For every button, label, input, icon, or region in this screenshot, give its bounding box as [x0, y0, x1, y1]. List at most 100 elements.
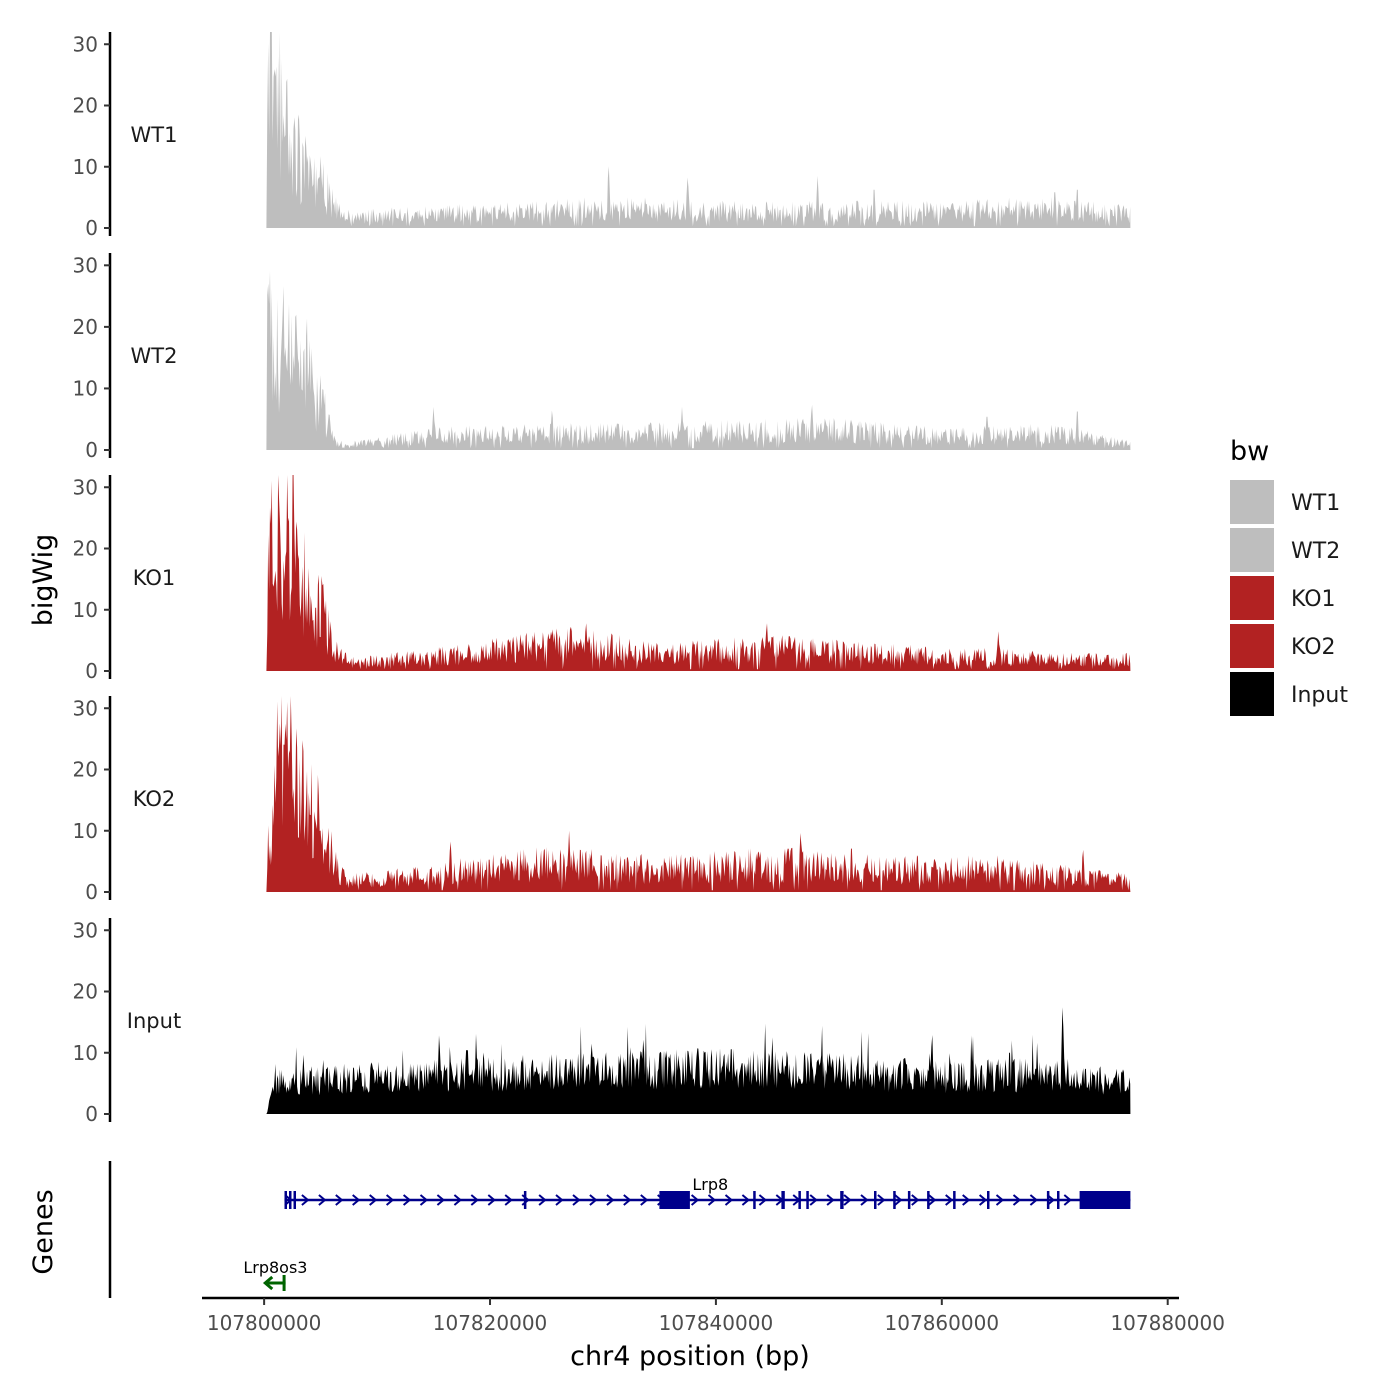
- exon: [781, 1191, 785, 1209]
- legend-label: WT1: [1291, 491, 1340, 516]
- strand-arrow: [606, 1194, 615, 1206]
- exon: [987, 1191, 990, 1209]
- strand-arrow: [877, 1194, 886, 1206]
- x-tick-label: 107880000: [1110, 1311, 1225, 1335]
- x-tick-label: 107860000: [885, 1311, 1000, 1335]
- track-label: WT2: [131, 344, 178, 368]
- strand-arrow: [318, 1194, 327, 1206]
- strand-arrow: [589, 1194, 598, 1206]
- track-label: WT1: [131, 123, 178, 147]
- strand-arrow: [741, 1194, 750, 1206]
- exon: [874, 1191, 877, 1209]
- y-tick-label: 30: [73, 475, 98, 499]
- exon: [1046, 1191, 1050, 1209]
- x-axis: 107800000 107820000 107840000 107860000 1078…: [202, 1296, 1225, 1335]
- legend-item-ko1: KO1: [1230, 576, 1336, 620]
- x-axis-title: chr4 position (bp): [570, 1341, 810, 1372]
- y-tick-label: 20: [73, 758, 98, 782]
- gene-lrp8-label: Lrp8: [692, 1175, 728, 1194]
- y-tick-label: 30: [73, 253, 98, 277]
- track-label: KO1: [133, 566, 176, 590]
- exon: [282, 1275, 286, 1291]
- strand-arrow: [724, 1194, 734, 1206]
- strand-arrow: [911, 1194, 920, 1206]
- y-tick-label: 30: [73, 918, 98, 942]
- exon: [289, 1191, 292, 1209]
- y-tick-label: 30: [73, 32, 98, 56]
- y-tick-label: 20: [73, 315, 98, 339]
- strand-arrow: [928, 1194, 937, 1206]
- strand-arrow: [707, 1194, 717, 1206]
- strand-arrow: [402, 1194, 412, 1206]
- exon: [927, 1191, 930, 1209]
- y-tick-label: 20: [73, 980, 98, 1004]
- strand-arrow: [335, 1194, 344, 1206]
- y-tick-label: 30: [73, 696, 98, 720]
- exon: [284, 1191, 287, 1209]
- legend: bw WT1 WT2 KO1 KO2 Input: [1230, 436, 1348, 716]
- y-tick-label: 20: [73, 94, 98, 118]
- y-tick-label: 0: [85, 659, 98, 683]
- strand-arrow: [352, 1194, 361, 1206]
- y-tick-label: 10: [73, 819, 98, 843]
- y-tick-label: 10: [73, 376, 98, 400]
- x-tick-label: 107820000: [433, 1311, 548, 1335]
- exon: [806, 1191, 809, 1209]
- y-tick-label: 10: [73, 1041, 98, 1065]
- legend-swatch: [1230, 576, 1274, 620]
- exon: [1079, 1191, 1131, 1209]
- track-ko2: 0 10 20 30 KO2: [73, 696, 1131, 904]
- track-wt1: 0 10 20 30 WT1: [73, 32, 1131, 240]
- strand-arrow: [436, 1194, 445, 1206]
- strand-arrow: [301, 1194, 310, 1206]
- signal-area: [266, 475, 1131, 671]
- strand-arrow: [504, 1194, 513, 1206]
- track-input: 0 10 20 30 Input: [73, 918, 1131, 1126]
- strand-arrow: [623, 1194, 632, 1206]
- strand-arrow: [690, 1194, 700, 1206]
- exon: [753, 1191, 756, 1209]
- gene-lrp8: Lrp8: [284, 1175, 1131, 1209]
- gene-lrp8os3: Lrp8os3: [243, 1258, 307, 1291]
- strand-arrow: [1012, 1194, 1022, 1206]
- exon: [798, 1191, 801, 1209]
- x-tick-label: 107800000: [207, 1311, 322, 1335]
- strand-arrow: [1029, 1194, 1038, 1206]
- legend-swatch: [1230, 672, 1274, 716]
- strand-arrow: [843, 1194, 852, 1206]
- strand-arrow: [809, 1194, 818, 1206]
- y-tick-label: 10: [73, 598, 98, 622]
- track-label: Input: [127, 1009, 181, 1033]
- strand-arrow: [945, 1194, 954, 1206]
- strand-arrow: [487, 1194, 496, 1206]
- strand-arrow: [1063, 1194, 1072, 1206]
- legend-swatch: [1230, 528, 1274, 572]
- strand-arrow: [978, 1194, 988, 1206]
- legend-title: bw: [1230, 436, 1269, 467]
- legend-item-wt1: WT1: [1230, 480, 1340, 524]
- y-tick-label: 0: [85, 216, 98, 240]
- track-label: KO2: [133, 787, 176, 811]
- strand-arrow: [640, 1194, 649, 1206]
- exon: [659, 1191, 690, 1209]
- strand-arrow: [962, 1194, 971, 1206]
- genes-panel: Lrp8 Lrp8os3: [108, 1161, 1131, 1298]
- signal-tracks: 0 10 20 30 WT1 0 10 20 30 WT2 0 10 20 30 KO1 0 10 20 30 KO2…: [73, 32, 1131, 1126]
- exon: [907, 1191, 911, 1209]
- exon: [1057, 1191, 1060, 1209]
- legend-label: KO1: [1291, 587, 1336, 612]
- legend-swatch: [1230, 480, 1274, 524]
- strand-arrow: [369, 1194, 378, 1206]
- signal-area: [266, 696, 1131, 892]
- legend-label: WT2: [1291, 539, 1340, 564]
- legend-item-ko2: KO2: [1230, 624, 1336, 668]
- legend-label: Input: [1291, 683, 1348, 708]
- exon: [840, 1191, 844, 1209]
- legend-item-wt2: WT2: [1230, 528, 1340, 572]
- x-tick-label: 107840000: [659, 1311, 774, 1335]
- strand-arrow: [262, 1275, 274, 1291]
- genes-axis-title: Genes: [28, 1189, 59, 1274]
- strand-arrow: [419, 1194, 429, 1206]
- legend-item-input: Input: [1230, 672, 1348, 716]
